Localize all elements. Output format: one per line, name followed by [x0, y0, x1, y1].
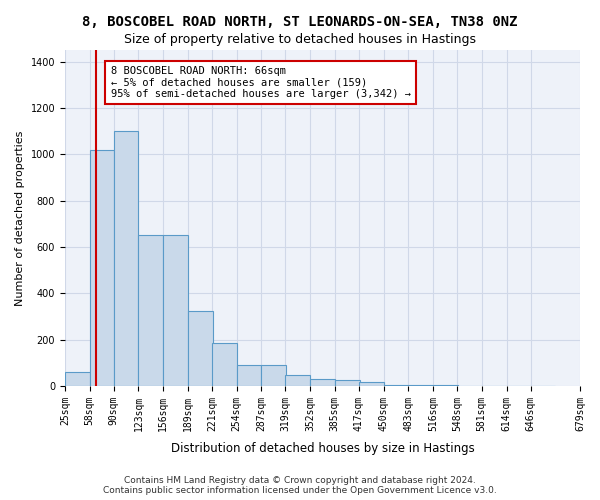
Bar [359, 382, 383, 386]
Text: Contains HM Land Registry data © Crown copyright and database right 2024.
Contai: Contains HM Land Registry data © Crown c… [103, 476, 497, 495]
Text: 8, BOSCOBEL ROAD NORTH, ST LEONARDS-ON-SEA, TN38 0NZ: 8, BOSCOBEL ROAD NORTH, ST LEONARDS-ON-S… [82, 15, 518, 29]
Text: Size of property relative to detached houses in Hastings: Size of property relative to detached ho… [124, 32, 476, 46]
Bar [89, 150, 115, 386]
Bar [65, 372, 89, 386]
Bar [335, 380, 359, 386]
Y-axis label: Number of detached properties: Number of detached properties [15, 130, 25, 306]
Bar [163, 236, 188, 386]
Bar [139, 236, 163, 386]
Bar [113, 131, 139, 386]
Bar [212, 343, 236, 386]
Bar [310, 380, 335, 386]
X-axis label: Distribution of detached houses by size in Hastings: Distribution of detached houses by size … [170, 442, 475, 455]
Text: 8 BOSCOBEL ROAD NORTH: 66sqm
← 5% of detached houses are smaller (159)
95% of se: 8 BOSCOBEL ROAD NORTH: 66sqm ← 5% of det… [110, 66, 410, 99]
Bar [236, 365, 262, 386]
Bar [262, 365, 286, 386]
Bar [188, 310, 212, 386]
Bar [286, 376, 310, 386]
Bar [383, 385, 409, 386]
Bar [409, 385, 433, 386]
